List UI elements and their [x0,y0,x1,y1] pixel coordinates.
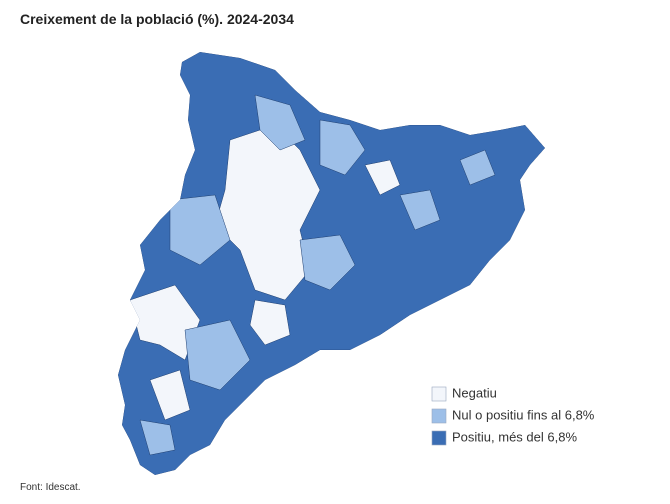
region [399,189,441,231]
region [249,299,291,346]
region [129,284,201,361]
legend-label: Negatiu [452,385,497,400]
map-title: Creixement de la població (%). 2024-2034 [20,11,294,27]
map [118,52,545,475]
legend-label: Nul o positiu fins al 6,8% [452,407,595,422]
legend-swatch [431,408,447,424]
legend-swatch [431,386,447,402]
region [149,369,191,421]
region [169,194,231,266]
region [364,159,401,196]
source: Font: Idescat. [20,482,81,493]
region [139,419,176,456]
legend-swatch [431,430,447,446]
region [459,149,496,186]
legend: Negatiu Nul o positiu fins al 6,8% Positiu… [431,385,595,446]
region [319,119,366,176]
legend-label: Positiu, més del 6,8% [452,429,577,444]
region [184,319,251,391]
region [254,94,306,151]
region [299,234,356,291]
